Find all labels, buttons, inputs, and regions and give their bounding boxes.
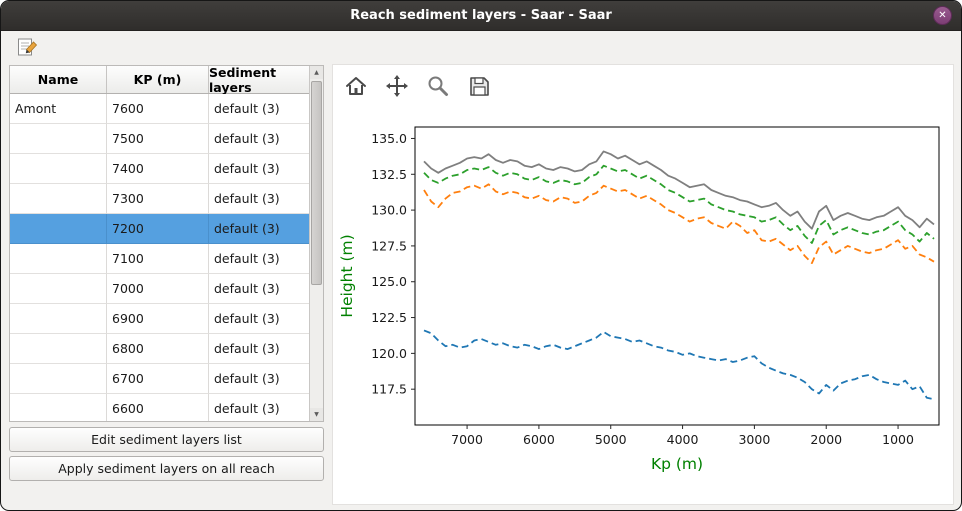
pan-icon [386,75,408,97]
cell-layers[interactable]: default (3) [209,94,309,124]
cell-layers[interactable]: default (3) [209,124,309,154]
header-name[interactable]: Name [10,66,107,93]
top-toolbar [1,31,961,63]
edit-sediment-button[interactable] [13,33,40,60]
table-header: Name KP (m) Sediment layers [10,66,309,95]
zoom-button[interactable] [423,71,453,101]
cell-layers[interactable]: default (3) [209,394,309,421]
cell-name[interactable] [10,334,107,364]
table-row[interactable]: 6800 default (3) [10,334,309,364]
svg-text:135.0: 135.0 [371,131,407,146]
cell-layers[interactable]: default (3) [209,214,309,244]
cell-layers[interactable]: default (3) [209,274,309,304]
cell-kp[interactable]: 7000 [107,274,209,304]
cell-kp[interactable]: 6700 [107,364,209,394]
cell-name[interactable]: Amont [10,94,107,124]
cell-layers[interactable]: default (3) [209,364,309,394]
cell-name[interactable] [10,394,107,421]
home-button[interactable] [341,71,371,101]
table-row[interactable]: 7400 default (3) [10,154,309,184]
cell-name[interactable] [10,244,107,274]
titlebar: Reach sediment layers - Saar - Saar ✕ [1,1,961,31]
cell-layers[interactable]: default (3) [209,304,309,334]
plot-panel: 7000 6000 5000 4000 3000 2000 1000 117.5 120.0 12… [332,64,954,505]
sediment-layers-table: Name KP (m) Sediment layers Amont 7600 def… [9,65,324,422]
magnifier-icon [428,76,448,96]
cell-layers[interactable]: default (3) [209,184,309,214]
edit-notepad-icon [17,38,37,55]
svg-text:125.0: 125.0 [371,274,407,289]
table-row[interactable]: 7300 default (3) [10,184,309,214]
home-icon [346,77,366,95]
table-row[interactable]: 6600 default (3) [10,394,309,421]
cell-name[interactable] [10,364,107,394]
scroll-track[interactable] [310,79,323,408]
cell-name[interactable] [10,274,107,304]
table-row[interactable]: 7200 default (3) [10,214,309,244]
svg-text:130.0: 130.0 [371,203,407,218]
cell-name[interactable] [10,214,107,244]
table-row[interactable]: 6900 default (3) [10,304,309,334]
cell-kp[interactable]: 7400 [107,154,209,184]
header-kp[interactable]: KP (m) [107,66,209,93]
edit-sediment-layers-list-button[interactable]: Edit sediment layers list [9,427,324,452]
cell-layers[interactable]: default (3) [209,154,309,184]
svg-text:132.5: 132.5 [371,167,407,182]
svg-text:117.5: 117.5 [371,382,407,397]
table-row[interactable]: 7500 default (3) [10,124,309,154]
cell-name[interactable] [10,154,107,184]
svg-text:3000: 3000 [738,432,770,447]
cell-kp[interactable]: 7300 [107,184,209,214]
scroll-down-arrow[interactable]: ▼ [310,408,323,421]
header-sediment-layers[interactable]: Sediment layers [209,66,277,95]
cell-kp[interactable]: 6900 [107,304,209,334]
cell-kp[interactable]: 7200 [107,214,209,244]
pan-button[interactable] [382,71,412,101]
cell-kp[interactable]: 6800 [107,334,209,364]
reach-plot: 7000 6000 5000 4000 3000 2000 1000 117.5 120.0 12… [338,126,940,473]
svg-text:7000: 7000 [451,432,483,447]
cell-name[interactable] [10,124,107,154]
y-axis-label: Height (m) [338,234,356,317]
svg-text:120.0: 120.0 [371,346,407,361]
svg-text:2000: 2000 [810,432,842,447]
table-grid: Name KP (m) Sediment layers Amont 7600 def… [10,66,309,421]
cell-kp[interactable]: 6600 [107,394,209,421]
cell-kp[interactable]: 7500 [107,124,209,154]
cell-kp[interactable]: 7100 [107,244,209,274]
close-icon: ✕ [938,10,947,21]
close-button[interactable]: ✕ [933,6,952,25]
x-axis-label: Kp (m) [651,455,703,473]
cell-name[interactable] [10,304,107,334]
table-row[interactable]: 7000 default (3) [10,274,309,304]
apply-sediment-layers-button[interactable]: Apply sediment layers on all reach [9,456,324,481]
window-title: Reach sediment layers - Saar - Saar [350,8,612,23]
table-row[interactable]: Amont 7600 default (3) [10,94,309,124]
cell-name[interactable] [10,184,107,214]
svg-text:4000: 4000 [667,432,699,447]
svg-text:6000: 6000 [523,432,555,447]
scroll-up-arrow[interactable]: ▲ [310,66,323,79]
cell-layers[interactable]: default (3) [209,244,309,274]
svg-text:127.5: 127.5 [371,238,407,253]
cell-kp[interactable]: 7600 [107,94,209,124]
plot-toolbar [341,71,494,103]
svg-text:122.5: 122.5 [371,310,407,325]
scroll-thumb[interactable] [311,81,322,285]
svg-text:5000: 5000 [595,432,627,447]
table-scrollbar[interactable]: ▲ ▼ [309,66,323,421]
table-row[interactable]: 6700 default (3) [10,364,309,394]
table-row[interactable]: 7100 default (3) [10,244,309,274]
svg-text:1000: 1000 [882,432,914,447]
cell-layers[interactable]: default (3) [209,334,309,364]
save-icon [470,77,489,96]
sediment-table-body: Amont 7600 default (3) 7500 default (3) 7400 d… [10,94,309,421]
save-button[interactable] [464,71,494,101]
